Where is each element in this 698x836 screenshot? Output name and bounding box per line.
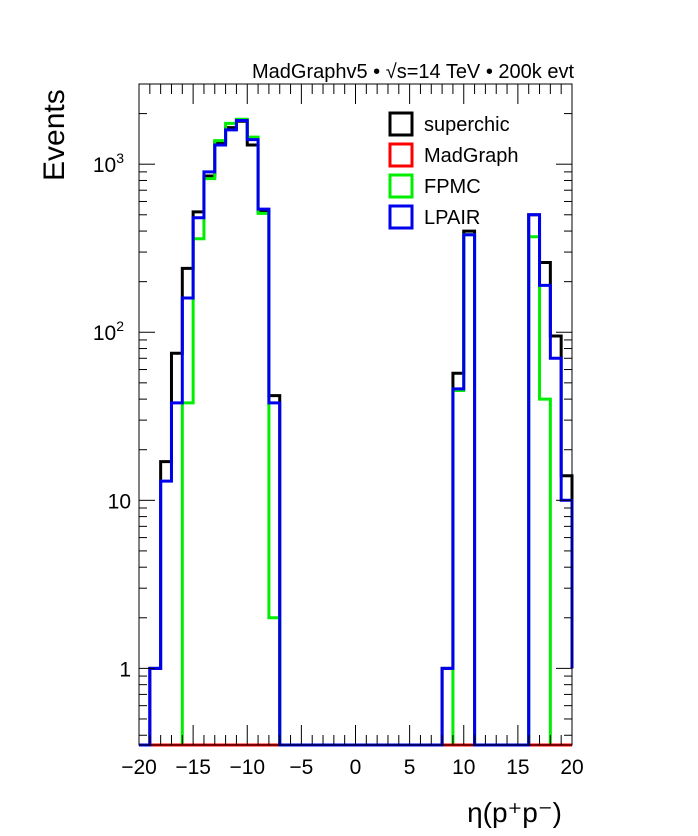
legend-swatch-fpmc [388, 173, 414, 199]
x-axis-label: η(p⁺p⁻) [467, 797, 562, 828]
y-axis-label: Events [38, 89, 71, 181]
series-line-lpair [139, 118, 574, 747]
y-tick-label: 1 [119, 658, 131, 681]
ticks-layer: −20 −15 −10 −5 0 5 10 15 20 1 10 102 103 [93, 83, 584, 779]
legend-swatch-superchic [388, 111, 414, 137]
x-tick-label: −15 [175, 756, 211, 779]
legend-label-madgraph: MadGraph [424, 145, 519, 167]
chart-title: MadGraphv5 • √s=14 TeV • 200k evt [252, 61, 574, 83]
legend-swatch-madgraph [388, 142, 414, 168]
legend-label-superchic: superchic [424, 114, 510, 136]
x-tick-label: −20 [121, 756, 157, 779]
legend: superchic MadGraph FPMC LPAIR [388, 111, 519, 230]
series-layer [139, 117, 574, 747]
y-tick-label: 10 [108, 490, 131, 513]
x-tick-label: −5 [289, 756, 313, 779]
legend-swatch-lpair [388, 204, 414, 230]
x-tick-label: 15 [506, 756, 529, 779]
y-tick-label: 102 [93, 318, 124, 345]
x-tick-label: 5 [404, 756, 416, 779]
x-tick-label: −10 [229, 756, 265, 779]
x-tick-label: 10 [452, 756, 475, 779]
y-tick-label: 103 [93, 150, 124, 177]
legend-label-fpmc: FPMC [424, 176, 481, 198]
x-tick-label: 0 [350, 756, 362, 779]
x-tick-label: 20 [560, 756, 583, 779]
legend-label-lpair: LPAIR [424, 207, 480, 229]
